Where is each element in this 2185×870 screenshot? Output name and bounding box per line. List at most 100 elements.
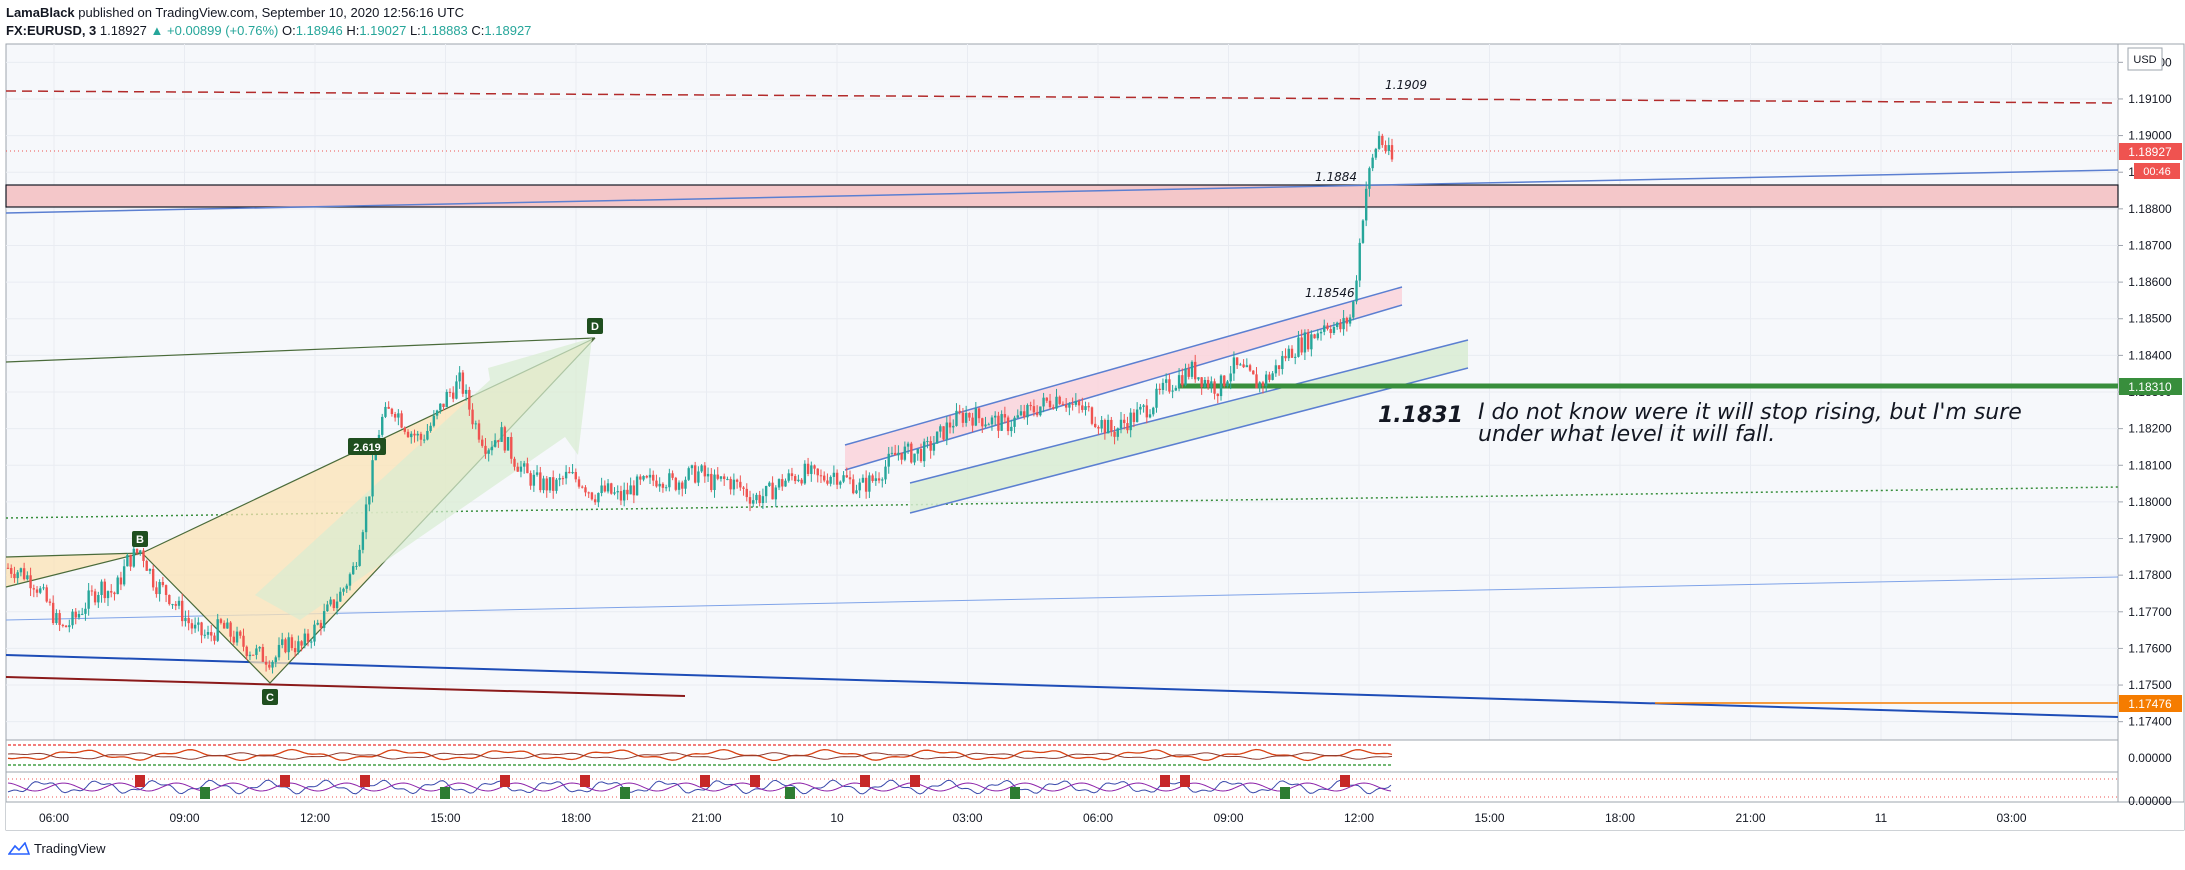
comment-line-2[interactable]: under what level it will fall.: [1478, 422, 1775, 447]
candle-body: [1174, 387, 1178, 391]
signal-marker-sell: [580, 775, 590, 787]
candle-body: [222, 622, 226, 629]
price-tag-current[interactable]: 1.18927 00:46: [2119, 143, 2182, 179]
channel-upper-line[interactable]: [844, 286, 1403, 446]
price-axis-labels: 1.192001.191001.190001.189001.188001.187…: [2118, 55, 2172, 729]
candle-body: [829, 476, 832, 484]
candle-body: [758, 494, 761, 504]
price-tag-support[interactable]: 1.18310: [2119, 378, 2182, 395]
candle-body: [555, 479, 558, 491]
x-tick-label: 11: [1875, 811, 1888, 825]
candle-body: [1074, 400, 1078, 405]
price-axis[interactable]: [2117, 43, 2185, 831]
annotation-1884[interactable]: 1.1884: [1315, 170, 1357, 184]
candle-body: [474, 423, 477, 425]
candle-body: [1048, 400, 1052, 408]
annotation-18546[interactable]: 1.18546: [1305, 286, 1355, 300]
x-tick-label: 03:00: [952, 811, 982, 825]
indicator-1-axis-label: 0.00000: [2128, 751, 2172, 765]
x-tick-label: 21:00: [691, 811, 721, 825]
candle-body: [290, 637, 294, 649]
price-tag-support-value: 1.18310: [2128, 380, 2172, 394]
candle-body: [761, 496, 765, 504]
candle-body: [332, 599, 336, 609]
red-trendline[interactable]: [5, 676, 686, 697]
blue-trendline-upper[interactable]: [5, 169, 2119, 214]
candle-body: [874, 478, 878, 481]
candle-body: [1035, 412, 1039, 416]
candle-body: [1145, 405, 1149, 418]
candle-body: [655, 480, 658, 487]
point-d[interactable]: D: [587, 318, 603, 334]
pattern-line-xd: [5, 337, 596, 363]
symbol-name[interactable]: FX:EURUSD, 3: [6, 23, 97, 38]
candle-body: [790, 473, 794, 477]
candle-body: [426, 430, 429, 440]
candle-body: [1013, 417, 1016, 427]
candle-body: [574, 472, 577, 480]
candle-body: [681, 482, 684, 489]
candle-body: [897, 452, 900, 456]
candle-body: [1003, 414, 1007, 418]
candle-body: [155, 587, 158, 595]
comment-line-1[interactable]: I do not know were it will stop rising, …: [1478, 400, 2022, 425]
candle-body: [826, 480, 829, 484]
candle-body: [22, 568, 26, 580]
candle-body: [287, 637, 290, 653]
time-axis[interactable]: [6, 802, 2184, 830]
candle-body: [319, 622, 323, 628]
blue-trendline-lower[interactable]: [5, 654, 2119, 718]
channel-lower-band: [910, 340, 1468, 513]
indicator-pane-2[interactable]: [5, 771, 2119, 803]
candle-body: [500, 427, 503, 442]
candle-body: [19, 568, 23, 573]
resistance-dashed-line[interactable]: [5, 90, 2119, 104]
point-c[interactable]: C: [262, 689, 278, 705]
candle-body: [174, 604, 177, 606]
candle-body: [406, 431, 410, 438]
candle-body: [42, 587, 45, 589]
candle-body: [190, 623, 194, 629]
candle-body: [239, 631, 242, 636]
point-d-label: D: [591, 321, 599, 333]
resistance-zone[interactable]: [5, 184, 2119, 208]
signal-marker-sell: [135, 775, 145, 787]
plot-area[interactable]: [5, 43, 2119, 831]
signal-marker-buy: [1010, 787, 1020, 799]
candle-body: [1303, 332, 1307, 353]
channel-bottom-line[interactable]: [909, 367, 1469, 514]
low-value: 1.18883: [420, 23, 468, 38]
y-tick-label: 1.19100: [2128, 92, 2172, 106]
point-b[interactable]: B: [132, 531, 148, 547]
candle-body: [139, 550, 142, 553]
footer-brand[interactable]: TradingView: [8, 841, 106, 856]
candle-body: [464, 389, 468, 394]
channel-lower-line[interactable]: [909, 339, 1469, 484]
blue-trendline-middle[interactable]: [5, 576, 2119, 621]
candle-body: [1355, 280, 1358, 302]
ratio-label[interactable]: 2.619: [348, 438, 386, 455]
time-axis-labels: 06:00 09:00 12:00 15:00 18:00 21:00 10 03:00 06:…: [39, 811, 2027, 825]
candle-body: [1235, 357, 1239, 366]
candle-body: [1042, 397, 1045, 407]
annotation-1831[interactable]: 1.1831: [1378, 403, 1463, 428]
candle-body: [1319, 331, 1323, 334]
x-tick-label: 06:00: [39, 811, 69, 825]
candle-body: [29, 575, 32, 589]
candle-body: [713, 474, 716, 491]
author-name[interactable]: LamaBlack: [6, 5, 75, 20]
candle-body: [1103, 420, 1107, 434]
candle-body: [442, 403, 445, 408]
candles[interactable]: [6, 131, 1394, 674]
price-tag-orange[interactable]: 1.17476: [2119, 695, 2182, 712]
annotation-1909[interactable]: 1.1909: [1385, 78, 1427, 92]
candle-body: [1064, 404, 1068, 408]
candle-body: [387, 406, 390, 409]
currency-box[interactable]: [2127, 47, 2163, 71]
candle-body: [1164, 379, 1168, 383]
green-dotted-line[interactable]: [5, 486, 2119, 519]
candle-body: [310, 641, 313, 643]
candle-body: [1126, 423, 1129, 431]
candle-body: [913, 453, 916, 463]
